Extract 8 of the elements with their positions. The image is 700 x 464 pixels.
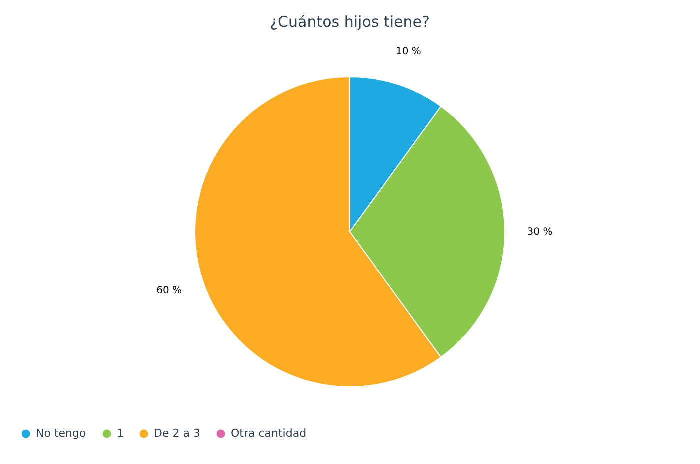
data-label: 60 % bbox=[156, 286, 182, 297]
legend-label: 1 bbox=[117, 427, 124, 440]
chart-title: ¿Cuántos hijos tiene? bbox=[270, 13, 430, 31]
legend-label: Otra cantidad bbox=[231, 427, 307, 440]
data-label: 10 % bbox=[396, 46, 422, 58]
data-label: 30 % bbox=[527, 227, 553, 238]
legend-label: No tengo bbox=[36, 427, 86, 440]
legend-label: De 2 a 3 bbox=[154, 427, 200, 440]
